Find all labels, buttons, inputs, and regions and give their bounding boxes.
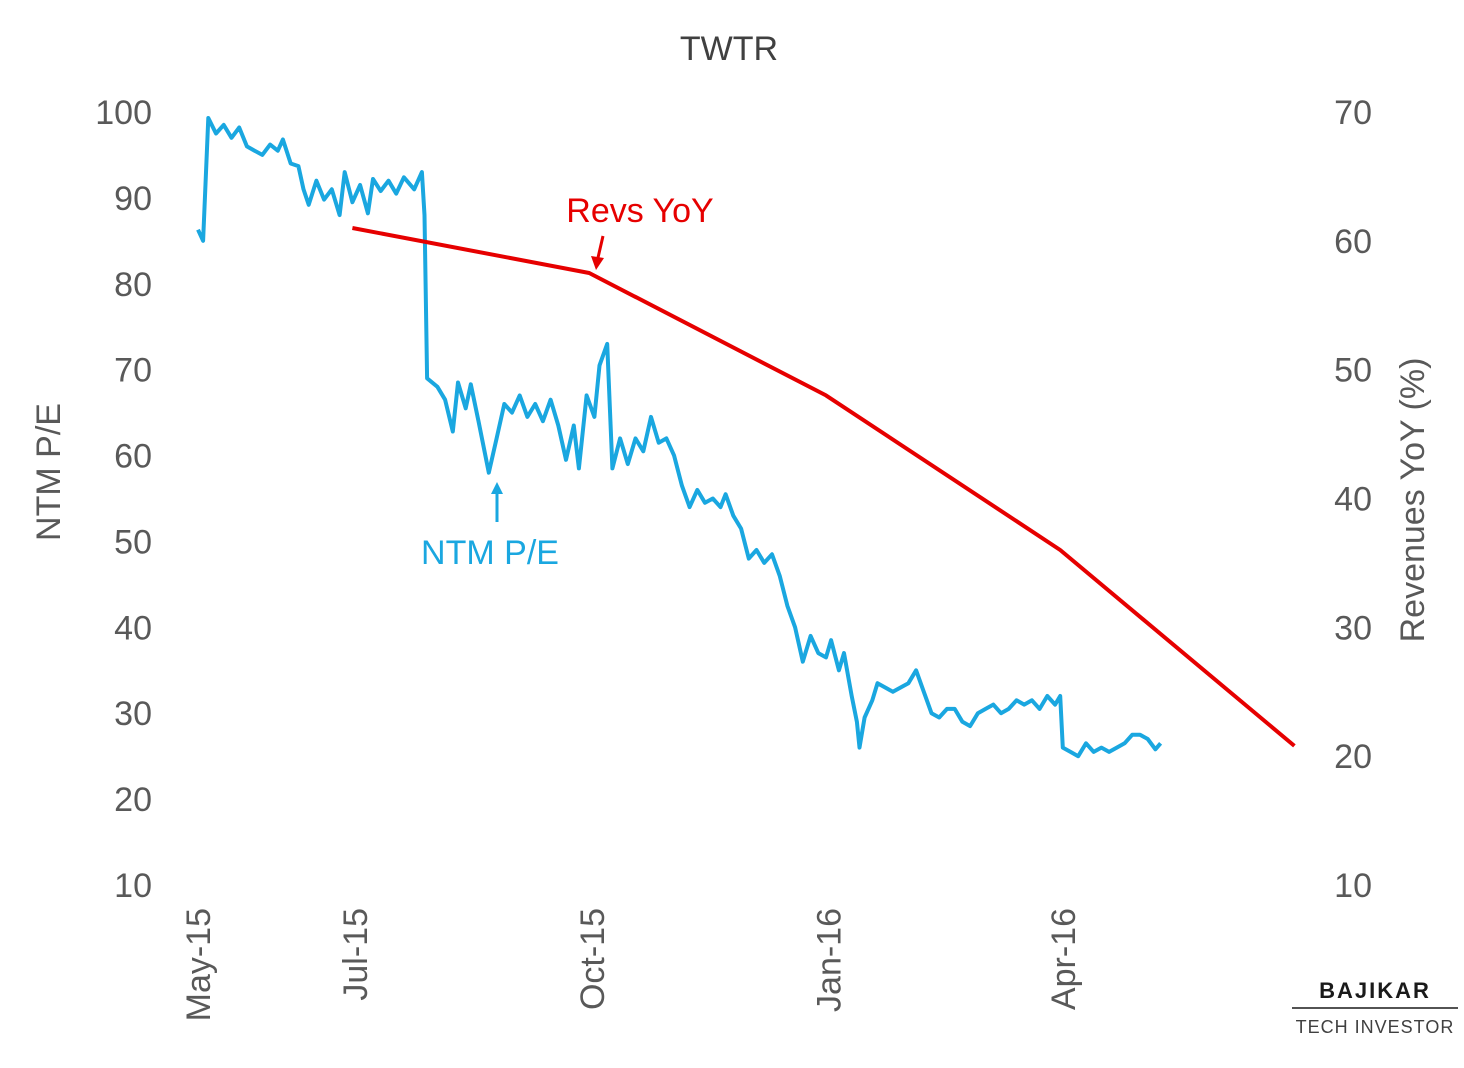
annotation-ntm-pe-arrowhead	[491, 482, 503, 494]
chart-title: TWTR	[680, 30, 778, 68]
y-right-tick-label: 30	[1334, 609, 1372, 647]
annotation-revs-yoy: Revs YoY	[566, 192, 713, 230]
y-left-tick-label: 40	[114, 609, 152, 647]
y-right-tick-label: 60	[1334, 223, 1372, 261]
y-left-tick-label: 30	[114, 695, 152, 733]
y-right-tick-label: 20	[1334, 738, 1372, 776]
y-right-ticks: 70 60 50 40 30 20 10	[1334, 94, 1372, 905]
y-left-axis-title: NTM P/E	[30, 403, 68, 541]
y-right-tick-label: 40	[1334, 481, 1372, 519]
x-tick-label: Oct-15	[574, 908, 612, 1010]
y-left-tick-label: 90	[114, 180, 152, 218]
x-tick-label: Jan-16	[811, 908, 849, 1012]
annotation-revs-yoy-arrowhead	[591, 256, 604, 270]
series-line-ntm-pe	[196, 116, 1163, 759]
y-right-tick-label: 50	[1334, 352, 1372, 390]
y-left-tick-label: 10	[114, 867, 152, 905]
y-left-tick-label: 100	[95, 94, 152, 132]
x-tick-label: Jul-15	[337, 908, 375, 1001]
y-left-tick-label: 70	[114, 352, 152, 390]
y-left-tick-label: 20	[114, 781, 152, 819]
brand-tagline: TECH INVESTOR	[1296, 1017, 1455, 1037]
series-line-revs-yoy	[352, 226, 1296, 748]
y-left-tick-label: 80	[114, 266, 152, 304]
x-ticks: May-15 Jul-15 Oct-15 Jan-16 Apr-16	[180, 908, 1083, 1021]
annotation-ntm-pe: NTM P/E	[421, 534, 559, 572]
y-right-tick-label: 10	[1334, 867, 1372, 905]
y-left-tick-label: 50	[114, 523, 152, 561]
y-left-ticks: 100 90 80 70 60 50 40 30 20 10	[95, 94, 152, 905]
y-right-tick-label: 70	[1334, 94, 1372, 132]
y-right-axis-title: Revenues YoY (%)	[1394, 358, 1432, 643]
x-tick-label: May-15	[180, 908, 218, 1021]
brand-name: BAJIKAR	[1319, 978, 1431, 1003]
x-tick-label: Apr-16	[1045, 908, 1083, 1010]
y-left-tick-label: 60	[114, 438, 152, 476]
